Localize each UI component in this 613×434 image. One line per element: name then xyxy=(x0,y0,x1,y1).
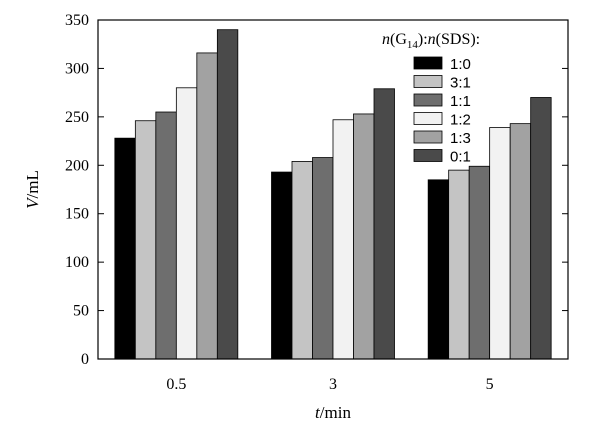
bar-1-2-t-3 xyxy=(332,119,354,360)
legend-title-subscript: 14 xyxy=(407,39,419,51)
bar-1-3-t-5 xyxy=(509,123,532,360)
bar-1-1-t-3 xyxy=(312,157,334,360)
bars-group xyxy=(114,29,552,360)
y-axis-title: V/mL xyxy=(23,170,42,209)
legend-label: 1:1 xyxy=(450,93,471,110)
bar-3-1-t-3 xyxy=(291,161,313,360)
legend-label: 0:1 xyxy=(450,149,471,166)
x-axis: 0.5 3 5 xyxy=(166,376,493,393)
bar-1-0-t-5 xyxy=(427,179,450,360)
legend-label: 3:1 xyxy=(450,75,471,92)
bar-0-1-t-0.5 xyxy=(216,29,239,360)
legend-label: 1:0 xyxy=(450,56,471,73)
legend-swatch xyxy=(413,93,443,107)
bar-1-1-t-5 xyxy=(468,165,491,360)
x-axis-variable: t xyxy=(315,403,321,422)
legend-title-n2: n xyxy=(428,31,436,48)
bar-3-1-t-0.5 xyxy=(134,120,157,360)
y-tick-label: 150 xyxy=(65,206,89,223)
bar-1-0-t-3 xyxy=(271,171,293,360)
x-tick-label: 5 xyxy=(486,376,494,393)
bar-1-3-t-0.5 xyxy=(196,52,218,360)
legend-swatch xyxy=(413,112,443,125)
y-tick-label: 300 xyxy=(65,60,89,77)
bar-0-1-t-3 xyxy=(373,88,395,360)
bar-1-2-t-0.5 xyxy=(175,87,198,360)
legend-label: 1:2 xyxy=(450,112,471,129)
y-axis: 0 50 100 150 200 250 300 350 xyxy=(65,12,568,368)
bar-1-1-t-0.5 xyxy=(155,111,177,360)
y-tick-label: 50 xyxy=(73,303,89,320)
legend: n(G14):n(SDS): 1:03:11:11:21:30:1 xyxy=(382,31,480,166)
bar-1-3-t-3 xyxy=(353,113,375,360)
legend-items: 1:0 3:11:1 1:21:3 0:1 xyxy=(413,56,471,166)
bar-1-2-t-5 xyxy=(489,127,511,360)
x-axis-unit: /min xyxy=(320,403,352,422)
y-axis-unit: /mL xyxy=(23,170,42,198)
legend-title-part3: (SDS): xyxy=(436,31,480,48)
y-axis-variable: V xyxy=(23,196,42,209)
legend-swatch xyxy=(413,56,443,70)
plot-frame xyxy=(97,19,569,360)
y-tick-label: 0 xyxy=(81,351,89,368)
legend-title-part1: (G xyxy=(390,31,407,48)
y-tick-label: 200 xyxy=(65,157,89,174)
legend-title-part2: ): xyxy=(418,31,428,48)
x-axis-title: t/min xyxy=(315,403,351,422)
x-tick-label: 0.5 xyxy=(166,376,186,393)
legend-title-n1: n xyxy=(382,31,390,48)
legend-title: n(G14):n(SDS): xyxy=(382,31,480,51)
y-tick-label: 100 xyxy=(65,254,89,271)
x-tick-label: 3 xyxy=(329,376,337,393)
bar-3-1-t-5 xyxy=(448,169,470,360)
legend-swatch xyxy=(413,130,443,144)
bar-1-0-t-0.5 xyxy=(114,137,136,360)
y-tick-label: 350 xyxy=(65,12,89,29)
legend-swatch xyxy=(413,149,443,162)
legend-swatch xyxy=(413,75,443,88)
bar-0-1-t-5 xyxy=(530,97,552,360)
legend-label: 1:3 xyxy=(450,130,471,147)
y-tick-label: 250 xyxy=(65,109,89,126)
